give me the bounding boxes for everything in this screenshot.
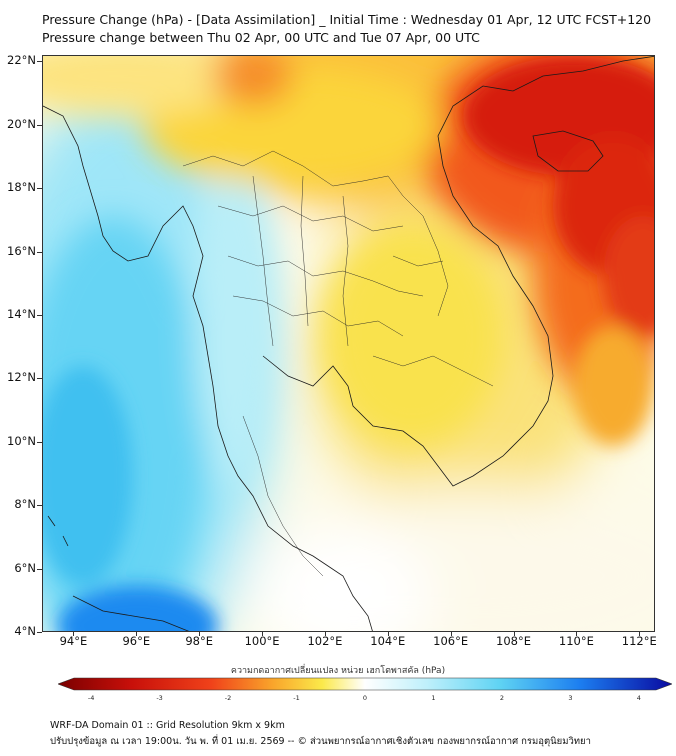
pressure-change-map <box>42 55 655 632</box>
map-canvas <box>43 56 654 631</box>
latitude-tick <box>37 61 42 63</box>
longitude-tick <box>199 632 201 636</box>
latitude-label: 22°N <box>7 53 36 68</box>
latitude-label: 4°N <box>14 624 36 638</box>
longitude-label: 104°E <box>370 634 406 648</box>
colorbar <box>58 677 672 691</box>
latitude-label: 6°N <box>14 560 36 575</box>
longitude-label: 98°E <box>185 634 213 648</box>
footer-model-info: WRF-DA Domain 01 :: Grid Resolution 9km … <box>50 720 285 731</box>
longitude-tick <box>262 632 264 636</box>
longitude-label: 102°E <box>307 634 343 648</box>
colorbar-tick-label: -3 <box>156 694 163 702</box>
latitude-tick <box>37 124 42 126</box>
latitude-label: 10°N <box>7 433 36 448</box>
map-title-line2: Pressure change between Thu 02 Apr, 00 U… <box>42 30 480 45</box>
latitude-tick <box>37 251 42 253</box>
longitude-tick <box>324 632 326 636</box>
longitude-tick <box>387 632 389 636</box>
longitude-label: 112°E <box>621 634 657 648</box>
colorbar-tick-label: -4 <box>87 694 95 702</box>
province-borders <box>182 150 494 577</box>
latitude-tick <box>37 314 42 316</box>
longitude-tick <box>136 632 138 636</box>
latitude-tick <box>37 441 42 443</box>
longitude-tick <box>639 632 641 636</box>
coastlines <box>43 56 654 631</box>
latitude-tick <box>37 378 42 380</box>
latitude-label: 20°N <box>7 116 36 131</box>
colorbar-tick-label: 0 <box>362 694 368 702</box>
map-title-line1: Pressure Change (hPa) - [Data Assimilati… <box>42 12 652 27</box>
longitude-label: 96°E <box>122 634 151 648</box>
longitude-label: 110°E <box>558 634 594 648</box>
colorbar-tick-label: 4 <box>636 694 641 702</box>
longitude-tick <box>73 632 75 636</box>
colorbar-title: ความกดอากาศเปลี่ยนแปลง หน่วย เฮกโตพาสคัล… <box>230 666 446 676</box>
latitude-label: 12°N <box>7 370 36 385</box>
colorbar-tick-label: 2 <box>499 694 505 702</box>
longitude-label: 100°E <box>244 634 280 648</box>
latitude-label: 16°N <box>7 243 36 258</box>
latitude-tick <box>37 188 42 190</box>
longitude-label: 108°E <box>496 634 532 648</box>
latitude-label: 8°N <box>14 497 36 512</box>
longitude-tick <box>450 632 452 636</box>
colorbar-tick-label: 1 <box>431 694 436 702</box>
longitude-label: 94°E <box>59 634 88 648</box>
latitude-label: 14°N <box>7 306 36 321</box>
footer-credit: ปรับปรุงข้อมูล ณ เวลา 19:00น. วัน พ. ที่… <box>50 736 591 747</box>
longitude-tick <box>576 632 578 636</box>
pressure-field <box>43 56 654 631</box>
latitude-label: 18°N <box>7 180 36 195</box>
latitude-tick <box>37 505 42 507</box>
colorbar-tick-label: -1 <box>293 694 300 702</box>
colorbar-tick-label: -2 <box>224 694 232 702</box>
latitude-tick <box>37 632 42 633</box>
longitude-tick <box>513 632 515 636</box>
latitude-tick <box>37 568 42 570</box>
colorbar-tick-label: 3 <box>568 694 573 702</box>
longitude-label: 106°E <box>433 634 469 648</box>
